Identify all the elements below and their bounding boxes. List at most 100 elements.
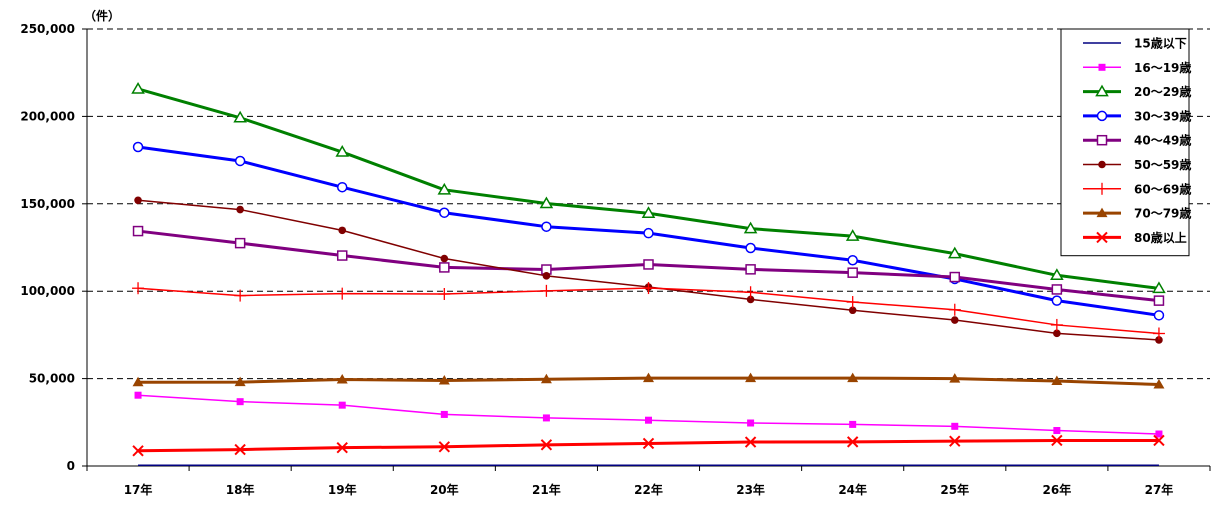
data-point bbox=[1096, 182, 1108, 195]
x-tick-label: 27年 bbox=[1145, 482, 1174, 497]
data-point bbox=[234, 289, 247, 302]
data-point bbox=[1096, 110, 1108, 122]
legend-item: 50～59歳 bbox=[1083, 157, 1191, 172]
data-point bbox=[743, 221, 758, 234]
data-point bbox=[233, 110, 247, 123]
data-point bbox=[848, 306, 857, 315]
data-point bbox=[1051, 295, 1063, 306]
data-point bbox=[134, 196, 142, 205]
data-point bbox=[745, 264, 756, 275]
data-point bbox=[336, 181, 348, 193]
y-tick-label: 150,000 bbox=[20, 197, 75, 211]
data-point bbox=[847, 372, 859, 383]
data-point bbox=[643, 372, 654, 383]
y-tick-label: 50,000 bbox=[29, 372, 75, 386]
data-point bbox=[1155, 336, 1163, 344]
data-point bbox=[1050, 268, 1064, 281]
data-point bbox=[234, 443, 246, 456]
legend-item: 30～39歳 bbox=[1083, 108, 1191, 123]
data-point bbox=[234, 237, 246, 249]
data-point bbox=[747, 419, 755, 427]
data-point bbox=[438, 287, 451, 300]
data-point bbox=[846, 296, 859, 309]
data-point bbox=[949, 373, 961, 383]
x-marker-b bbox=[1153, 434, 1165, 447]
data-point bbox=[1153, 295, 1165, 306]
legend-item: 80歳以上 bbox=[1083, 230, 1187, 245]
data-point bbox=[439, 262, 450, 273]
series-3 bbox=[131, 81, 1166, 294]
data-point bbox=[132, 141, 144, 153]
data-point bbox=[1153, 310, 1165, 321]
data-point bbox=[336, 250, 348, 261]
x-tick-label: 22年 bbox=[634, 482, 663, 497]
data-point bbox=[744, 436, 757, 448]
data-point bbox=[236, 398, 244, 406]
data-point bbox=[949, 435, 961, 447]
legend-item: 15歳以下 bbox=[1083, 36, 1187, 51]
data-point bbox=[948, 303, 961, 316]
data-point bbox=[438, 441, 451, 453]
data-point bbox=[236, 205, 244, 214]
data-point bbox=[437, 182, 452, 195]
series-8 bbox=[132, 372, 1165, 389]
series-9 bbox=[132, 434, 1165, 457]
legend-label: 70～79歳 bbox=[1134, 206, 1191, 221]
x-marker-b bbox=[540, 439, 553, 451]
data-point bbox=[335, 145, 350, 157]
data-point bbox=[745, 242, 756, 254]
data-point bbox=[643, 259, 654, 270]
data-point bbox=[134, 391, 142, 399]
data-point bbox=[540, 373, 552, 384]
data-point bbox=[950, 316, 959, 324]
data-point bbox=[846, 436, 859, 448]
legend-box bbox=[1060, 28, 1190, 257]
y-tick-label: 0 bbox=[67, 459, 75, 473]
x-marker-b bbox=[132, 445, 144, 457]
x-tick-label: 23年 bbox=[736, 482, 765, 497]
data-point bbox=[541, 221, 552, 232]
x-marker-b bbox=[1096, 231, 1108, 244]
legend-label: 30～39歳 bbox=[1134, 108, 1191, 123]
x-marker-b bbox=[234, 443, 246, 456]
y-axis-unit-label: （件） bbox=[84, 8, 120, 23]
data-point bbox=[132, 376, 144, 387]
data-point bbox=[132, 282, 145, 295]
data-point bbox=[1050, 318, 1063, 331]
data-point bbox=[847, 267, 858, 278]
data-point bbox=[744, 286, 757, 299]
x-marker-b bbox=[642, 437, 655, 450]
gridlines bbox=[87, 28, 1210, 380]
data-point bbox=[849, 420, 857, 428]
data-point bbox=[1152, 281, 1166, 294]
series-7 bbox=[132, 282, 1165, 340]
series-5 bbox=[132, 225, 1165, 306]
data-point bbox=[947, 246, 962, 259]
data-point bbox=[440, 254, 449, 263]
data-point bbox=[1096, 134, 1108, 146]
legend-label: 50～59歳 bbox=[1134, 157, 1191, 172]
data-point bbox=[845, 229, 860, 241]
data-point bbox=[1096, 207, 1108, 218]
x-marker-b bbox=[949, 435, 961, 447]
data-point bbox=[951, 422, 959, 430]
data-point bbox=[542, 272, 551, 280]
series-6 bbox=[134, 196, 1163, 344]
data-point bbox=[540, 439, 553, 451]
data-point bbox=[234, 155, 246, 167]
data-point bbox=[539, 196, 554, 209]
data-point bbox=[336, 373, 348, 384]
data-point bbox=[1051, 375, 1063, 386]
x-tick-label: 20年 bbox=[430, 482, 459, 497]
x-tick-label: 18年 bbox=[226, 482, 255, 497]
data-point bbox=[336, 287, 349, 300]
x-tick-label: 19年 bbox=[328, 482, 357, 497]
x-marker-b bbox=[846, 436, 859, 448]
data-point bbox=[949, 271, 961, 283]
x-marker-b bbox=[1051, 434, 1063, 447]
series-line bbox=[137, 394, 1159, 435]
x-marker-b bbox=[744, 436, 757, 448]
legend-label: 60～69歳 bbox=[1134, 181, 1191, 196]
data-point bbox=[1096, 231, 1108, 244]
